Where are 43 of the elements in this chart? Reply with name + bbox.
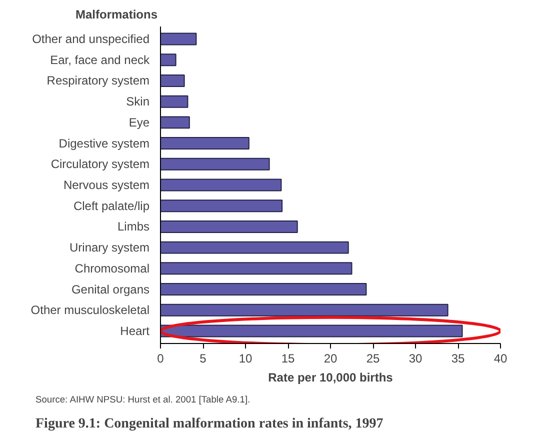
bar [160, 324, 463, 338]
bar [160, 116, 190, 129]
bar [160, 95, 188, 108]
y-tick-label: Digestive system [58, 136, 150, 150]
x-tick-label: 5 [200, 352, 207, 366]
y-tick-label: Genital organs [71, 282, 150, 296]
bar [160, 74, 185, 87]
x-tick-label: 10 [238, 352, 252, 366]
y-tick-label: Circulatory system [50, 157, 150, 172]
x-tick-label: 40 [494, 352, 508, 366]
bar [160, 262, 352, 275]
x-tick-label: 15 [281, 352, 295, 366]
bar [160, 32, 197, 46]
y-tick-label: Skin [126, 94, 150, 109]
y-axis-title: Malformations [76, 8, 158, 22]
y-tick-label: Nervous system [63, 178, 150, 192]
y-tick-label: Other and unspecified [32, 32, 150, 46]
text: Figure 9.1: Congenital malformation rates in infants, 1997 [36, 416, 384, 432]
bar [160, 54, 176, 66]
x-tick-label: 35 [451, 352, 465, 366]
y-tick-label: Heart [120, 324, 150, 338]
x-tick-label: 0 [157, 352, 164, 366]
y-tick-label: Respiratory system [46, 74, 150, 88]
y-tick-label: Other musculoskeletal [30, 303, 150, 318]
bar [160, 137, 250, 150]
y-tick-label: Limbs [117, 220, 150, 234]
y-tick-label: Cleft palate/lip [73, 198, 150, 213]
y-tick-label: Urinary system [69, 240, 150, 255]
x-axis-title: Rate per 10,000 births [268, 370, 394, 384]
bar [160, 304, 448, 316]
y-tick-label: Ear, face and neck [50, 52, 150, 67]
x-tick-label: 30 [408, 352, 422, 366]
bar [160, 158, 270, 170]
x-tick-label: 20 [324, 352, 338, 366]
bar [160, 283, 367, 296]
bar [160, 241, 349, 254]
y-tick-label: Chromosomal [74, 261, 150, 276]
x-tick-label: 25 [366, 352, 380, 366]
bar [160, 200, 283, 212]
bar [160, 178, 282, 192]
y-tick-label: Eye [128, 115, 150, 130]
bar [160, 220, 298, 233]
source-note: Source: AIHW NPSU: Hurst et al. 2001 [Table A9.1]. [36, 394, 250, 404]
